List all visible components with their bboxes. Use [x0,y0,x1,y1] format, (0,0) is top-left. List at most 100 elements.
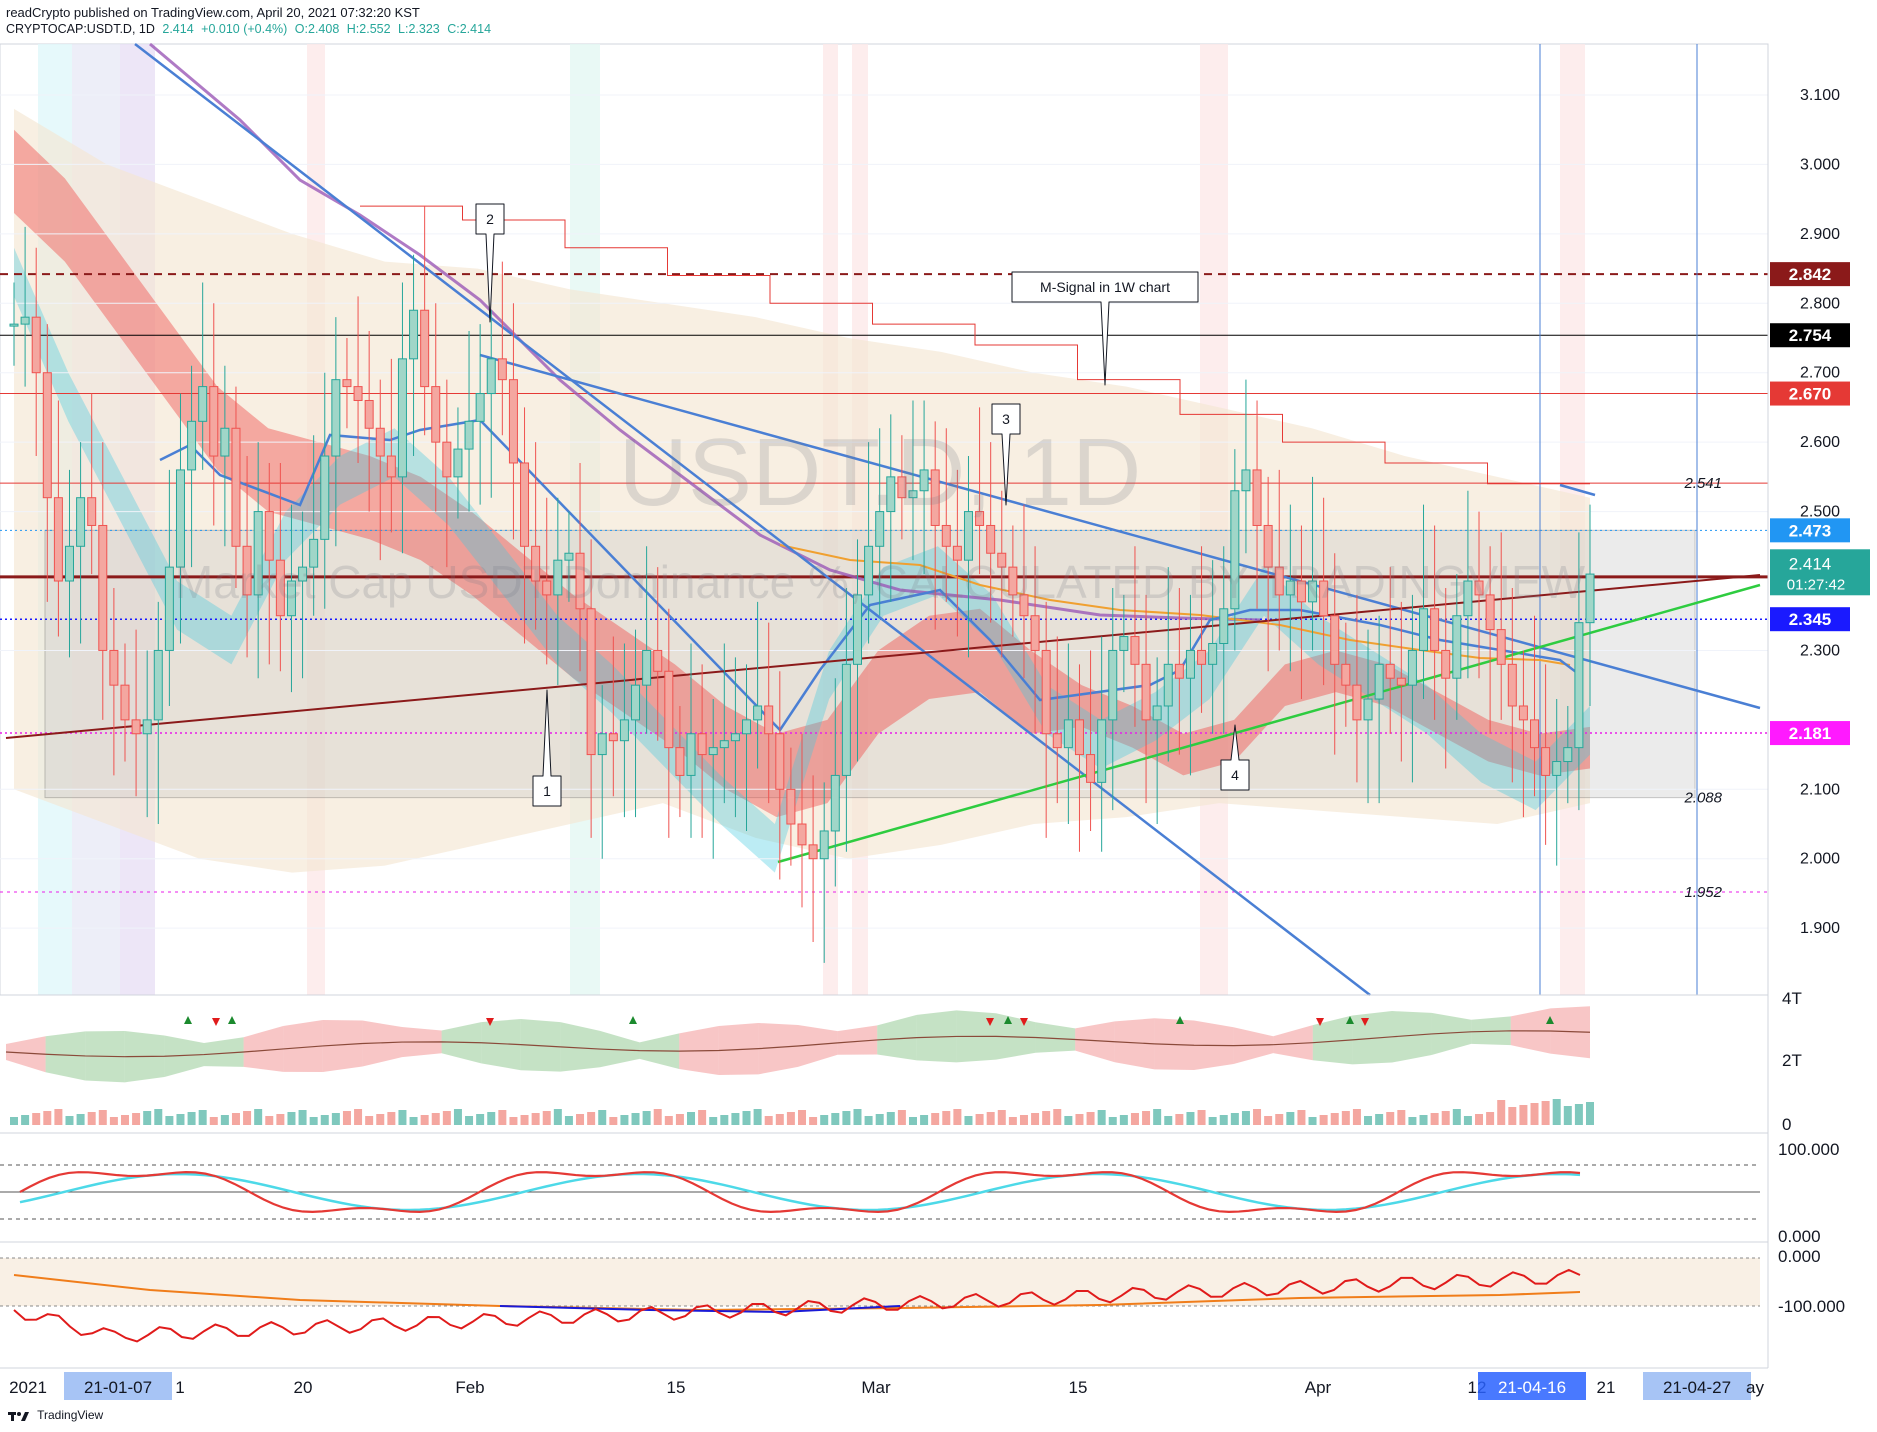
volume-bar [620,1115,629,1125]
volume-bar [498,1110,507,1125]
volume-cloud-segment [204,1037,244,1067]
volume-cloud-segment [1312,1015,1353,1065]
volume-bar [1008,1117,1017,1125]
volume-bar [431,1113,440,1125]
candle-body [1008,566,1018,596]
volume-bar [21,1115,30,1125]
signal-arrow-up [184,1016,192,1024]
candle-body [1585,573,1595,624]
candle-body [1341,663,1351,686]
candle-body [242,545,252,596]
candle-body [1308,580,1318,603]
volume-bar [742,1111,751,1125]
high-value: H:2.552 [346,22,391,36]
candle-body [808,844,818,860]
volume-cloud-segment [1352,1011,1392,1065]
volume-cloud-segment [1035,1022,1076,1053]
volume-bar [32,1113,41,1125]
candle-body [187,420,197,471]
volume-bar [1408,1117,1417,1125]
candle-body [1041,649,1051,735]
candle-body [597,733,607,756]
volume-bar [387,1112,396,1125]
candle-body [1396,677,1406,686]
candle-body [1352,684,1362,721]
candle-body [631,684,641,721]
publish-info: readCrypto published on TradingView.com,… [6,5,420,20]
volume-cloud-segment [758,1022,798,1075]
volume-bar [509,1117,518,1125]
candle-body [1374,663,1384,700]
candle-body [386,455,396,478]
annotation-m-signal-text: M-Signal in 1W chart [1040,279,1170,295]
volume-bar [365,1116,374,1125]
rsi-axis-label: 100.000 [1778,1140,1839,1159]
candle-body [220,427,230,457]
candle-body [653,649,663,672]
obv-red-line [13,1268,1581,1343]
volume-bar [1574,1104,1583,1125]
volume-bar [1108,1117,1117,1125]
volume-cloud-segment [45,1031,86,1081]
volume-bar [276,1114,285,1125]
volume-bar [187,1112,196,1125]
candle-body [786,788,796,825]
volume-cloud-segment [1550,1006,1590,1059]
volume-bar [154,1109,163,1125]
candle-body [975,511,985,526]
blue-short-segment [1559,483,1596,497]
volume-cloud-segment [1075,1021,1115,1063]
low-value: L:2.323 [398,22,440,36]
time-label: Feb [455,1378,484,1397]
candle-body [508,379,518,464]
volume-bar [1064,1116,1073,1125]
volume-bar [953,1109,962,1125]
candle-body [1019,594,1029,617]
volume-bar [1086,1112,1095,1125]
volume-bar [254,1109,263,1125]
price-label-bg-2.473 [1770,518,1850,543]
volume-bar [986,1112,995,1125]
candle-body [142,719,152,735]
volume-bar [453,1109,462,1125]
candle-body [1052,733,1062,749]
candle-body [986,524,996,554]
candle-body [153,649,163,721]
candle-body [586,608,596,756]
volume-bar [664,1116,673,1125]
volume-bar [176,1114,185,1125]
time-label: 1 [175,1378,184,1397]
trendline-green [777,583,1761,864]
candle-body [98,524,108,651]
candle-body [1485,594,1495,631]
candle-body [608,733,618,742]
volume-bar [54,1109,63,1125]
volume-bar [309,1117,318,1125]
volume-bar [1430,1113,1439,1125]
volume-bar [631,1113,640,1125]
time-label-21-04-16: 21-04-16 [1498,1378,1566,1397]
volume-bar [1330,1113,1339,1125]
volume-bar [1031,1113,1040,1125]
volume-bar [1308,1117,1317,1125]
time-label: 2021 [9,1378,47,1397]
signal-arrow-up [1176,1016,1184,1024]
candle-body [1030,615,1040,651]
candle-body [397,358,407,478]
m-signal-1w-line [360,205,1590,485]
obv-axis-label: 0.000 [1778,1247,1821,1266]
brand-label: TradingView [37,1408,104,1422]
volume-cloud-segment [283,1019,323,1072]
volume-bar [1275,1114,1284,1125]
volume-bar [1541,1101,1550,1125]
candle-body [1463,580,1473,617]
volume-bar [76,1114,85,1125]
candle-body [1263,524,1273,568]
candle-body [742,719,752,735]
candle-body [442,441,452,478]
volume-bar [1297,1110,1306,1125]
candle-body [675,747,685,776]
last-price: 2.414 [162,22,194,36]
price-tick-label: 2.900 [1800,226,1840,243]
